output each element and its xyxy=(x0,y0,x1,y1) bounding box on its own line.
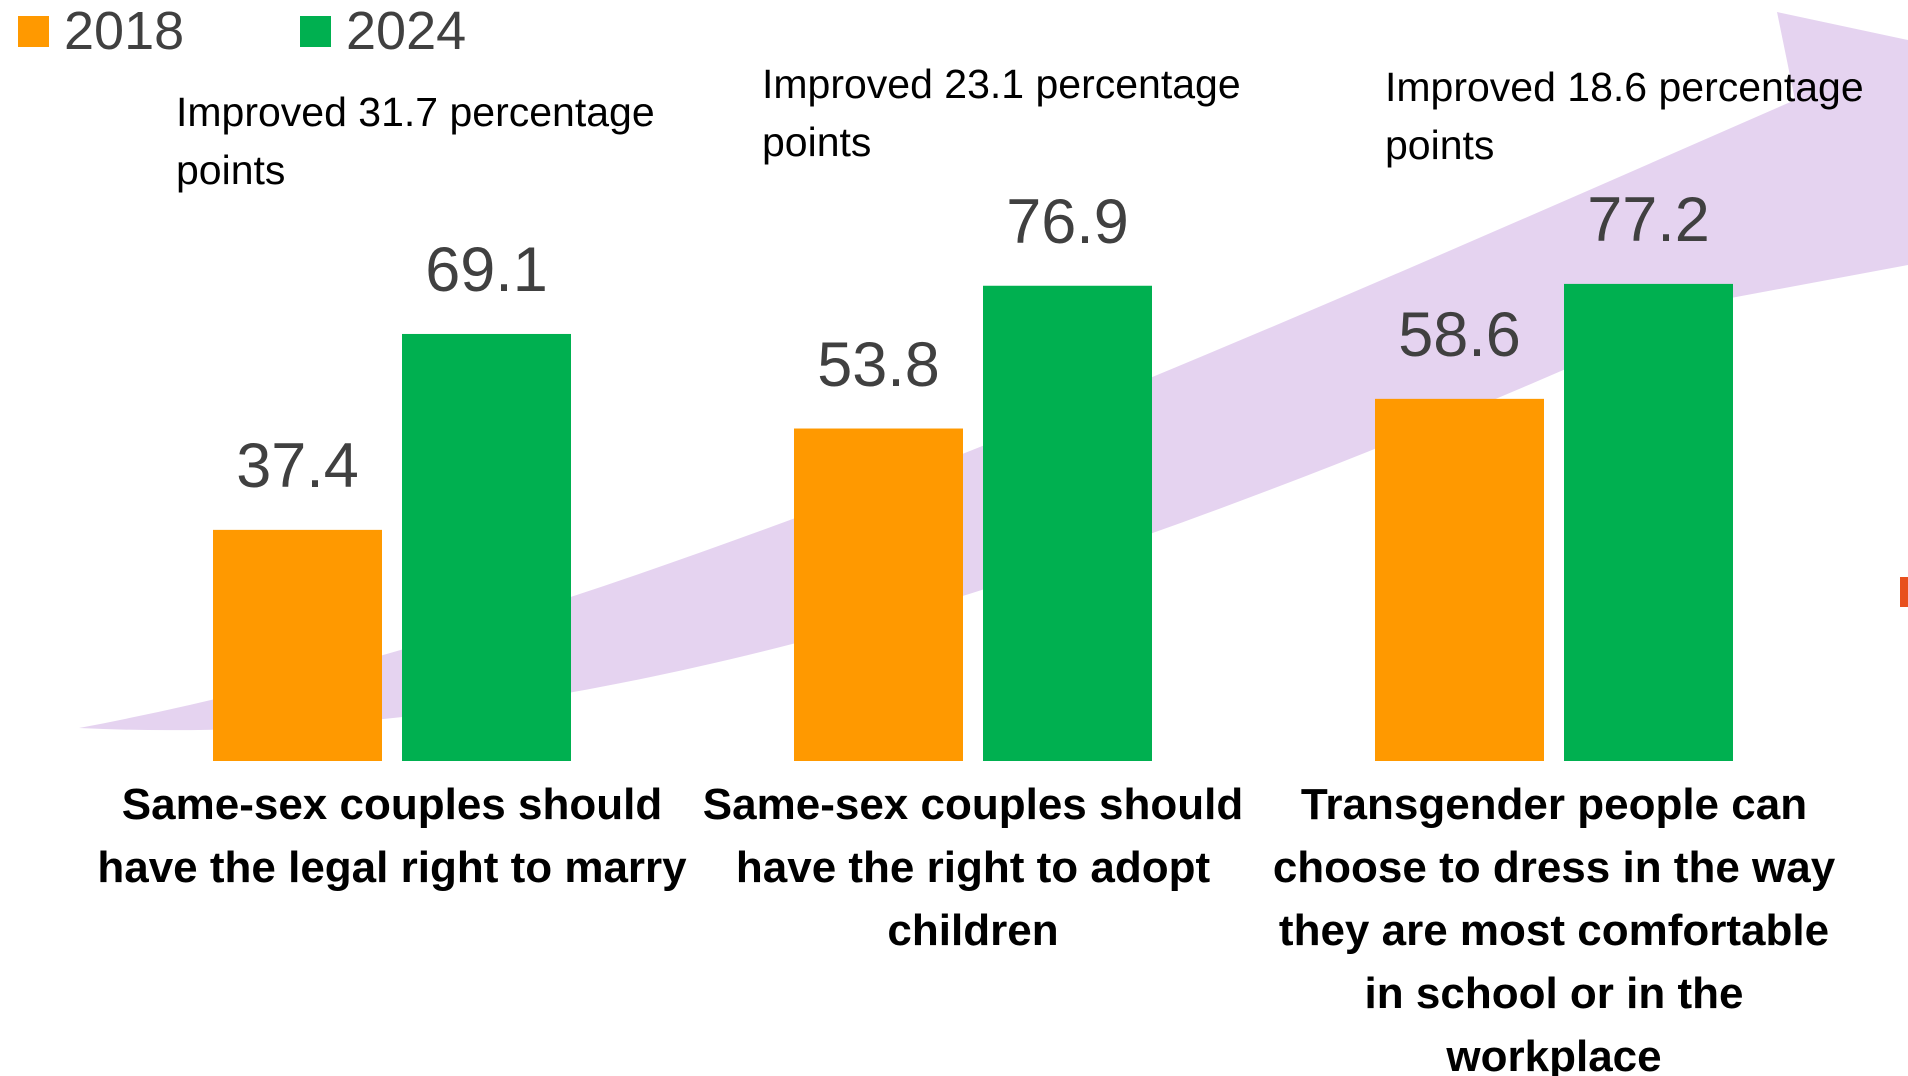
legend-label: 2024 xyxy=(346,1,467,61)
category-label: Same-sex couples should have the legal r… xyxy=(97,780,687,892)
bar xyxy=(1564,283,1733,761)
category-label: Transgender people can choose to dress i… xyxy=(1272,780,1836,1076)
annotation: Improved 18.6 percentage points xyxy=(1385,64,1864,168)
legend-swatch xyxy=(300,16,331,47)
value-label: 37.4 xyxy=(236,430,359,501)
annotation: Improved 31.7 percentage points xyxy=(176,89,655,193)
category-label: Same-sex couples should have the right t… xyxy=(702,780,1244,955)
bar xyxy=(983,285,1152,761)
bar xyxy=(794,428,963,761)
bar xyxy=(1375,398,1544,761)
value-label: 69.1 xyxy=(425,234,548,305)
trend-arrow xyxy=(79,12,1908,731)
legend-label: 2018 xyxy=(64,1,185,61)
value-label: 53.8 xyxy=(817,329,940,400)
annotation: Improved 23.1 percentage points xyxy=(762,61,1241,165)
value-label: 76.9 xyxy=(1006,186,1129,257)
edge-mark xyxy=(1900,577,1908,607)
legend-swatch xyxy=(18,16,49,47)
value-label: 77.2 xyxy=(1587,184,1710,255)
value-label: 58.6 xyxy=(1398,299,1521,370)
bar xyxy=(213,529,382,761)
bar xyxy=(402,333,571,761)
